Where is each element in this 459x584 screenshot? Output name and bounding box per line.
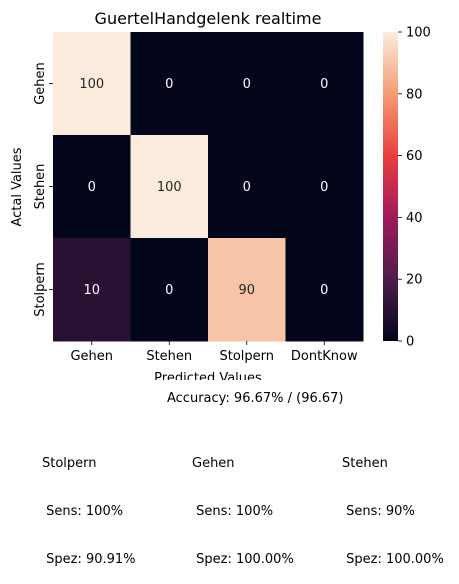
cell-value-label: 90 bbox=[238, 283, 255, 298]
heatmap-cell bbox=[130, 238, 209, 342]
cell-value-label: 10 bbox=[83, 283, 100, 298]
x-tick-label: Stehen bbox=[146, 349, 192, 364]
stats-class-name: Stehen bbox=[342, 456, 388, 471]
colorbar-tick-label: 80 bbox=[406, 87, 423, 102]
heatmap-cell bbox=[130, 135, 209, 239]
cell-value-label: 0 bbox=[320, 77, 328, 92]
colorbar-tick-label: 40 bbox=[406, 211, 423, 226]
x-tick-label: DontKnow bbox=[291, 349, 358, 364]
heatmap-cell bbox=[53, 135, 131, 239]
y-tick-label: Stolpern bbox=[33, 262, 48, 317]
colorbar-ticks: 0 20 40 60 80 100 bbox=[398, 26, 431, 350]
colorbar-tick-label: 0 bbox=[406, 335, 414, 350]
heatmap-cell bbox=[53, 238, 131, 342]
y-tick-label: Gehen bbox=[33, 62, 48, 105]
heatmap-cell bbox=[208, 135, 286, 239]
chart-title: GuertelHandgelenk realtime bbox=[95, 9, 322, 28]
heatmap-cell bbox=[285, 135, 364, 239]
cell-value-label: 0 bbox=[165, 77, 173, 92]
heatmap-cell bbox=[285, 32, 364, 136]
cell-value-label: 0 bbox=[88, 180, 96, 195]
heatmap-cell bbox=[208, 32, 286, 136]
stats-class-name: Gehen bbox=[192, 456, 235, 471]
cell-value-label: 100 bbox=[157, 180, 182, 195]
stats-block-stolpern: Stolpern Sens: 100% Spez: 90.91% bbox=[42, 424, 136, 584]
cell-value-label: 0 bbox=[243, 77, 251, 92]
heatmap-cell bbox=[53, 32, 131, 136]
cell-value-label: 0 bbox=[320, 283, 328, 298]
cell-value-label: 0 bbox=[243, 180, 251, 195]
colorbar-tick-label: 20 bbox=[406, 273, 423, 288]
y-tick-labels: Gehen Stehen Stolpern bbox=[33, 62, 53, 317]
heatmap-cell bbox=[208, 238, 286, 342]
x-tick-label: Gehen bbox=[70, 349, 113, 364]
x-tick-label: Stolpern bbox=[219, 349, 274, 364]
heatmap-cells: 100 0 0 00 100 0 010 0 90 0 bbox=[53, 32, 364, 342]
stats-class-name: Stolpern bbox=[42, 456, 97, 471]
stats-specificity: Spez: 90.91% bbox=[42, 552, 136, 567]
confusion-matrix-chart: GuertelHandgelenk realtime 100 0 0 00 100 0 01… bbox=[10, 9, 431, 380]
colorbar-tick-label: 60 bbox=[406, 149, 423, 164]
accuracy-text: Accuracy: 96.67% / (96.67) bbox=[167, 391, 344, 406]
stats-sensitivity: Sens: 100% bbox=[192, 504, 274, 519]
cell-value-label: 100 bbox=[79, 77, 104, 92]
cell-value-label: 0 bbox=[320, 180, 328, 195]
y-tick-label: Stehen bbox=[33, 164, 48, 210]
colorbar-tick-label: 100 bbox=[406, 26, 431, 41]
x-axis-label: Predicted Values bbox=[154, 371, 262, 380]
x-tick-labels: Gehen Stehen Stolpern DontKnow bbox=[70, 341, 358, 364]
cell-value-label: 0 bbox=[165, 283, 173, 298]
stats-specificity: Spez: 100.00% bbox=[342, 552, 444, 567]
stats-sensitivity: Sens: 100% bbox=[42, 504, 124, 519]
stats-specificity: Spez: 100.00% bbox=[192, 552, 294, 567]
heatmap-cell bbox=[130, 32, 209, 136]
y-axis-label: Actal Values bbox=[10, 147, 25, 226]
stats-block-gehen: Gehen Sens: 100% Spez: 100.00% bbox=[192, 424, 294, 584]
colorbar bbox=[383, 32, 398, 341]
heatmap-cell bbox=[285, 238, 364, 342]
stats-block-stehen: Stehen Sens: 90% Spez: 100.00% bbox=[342, 424, 444, 584]
stats-sensitivity: Sens: 90% bbox=[342, 504, 415, 519]
